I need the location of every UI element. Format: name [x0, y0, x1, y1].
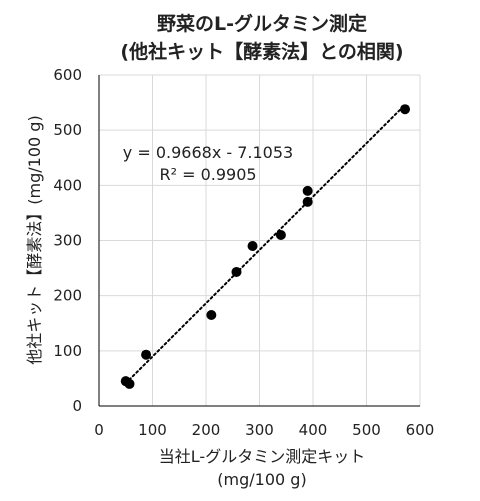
equation-label: y = 0.9668x - 7.1053	[123, 143, 293, 162]
chart-title-line-1: 野菜のL-グルタミン測定	[157, 12, 367, 35]
data-point	[302, 196, 313, 207]
y-tick-label: 300	[53, 232, 82, 250]
trendline-equation: y = 0.9668x - 7.1053 R² = 0.9905	[123, 143, 293, 184]
r-squared-label: R² = 0.9905	[159, 165, 256, 184]
x-tick-label: 100	[138, 421, 167, 439]
data-point	[400, 104, 411, 115]
data-point	[124, 378, 135, 389]
x-tick-label: 300	[245, 421, 274, 439]
x-tick-label: 400	[299, 421, 328, 439]
x-axis-title-line-2: (mg/100 g)	[217, 470, 306, 489]
x-axis-title-line-1: 当社L-グルタミン測定キット	[159, 447, 365, 466]
data-point	[231, 266, 242, 277]
data-point	[302, 185, 313, 196]
data-point	[206, 309, 217, 320]
y-tick-label: 500	[53, 121, 82, 139]
y-tick-label: 600	[53, 66, 82, 84]
x-tick-labels: 0 100 200 300 400 500 600	[94, 421, 434, 439]
trendline	[124, 103, 407, 385]
x-tick-label: 600	[406, 421, 435, 439]
y-tick-label: 0	[72, 397, 82, 415]
data-point	[141, 349, 152, 360]
grid-lines	[99, 74, 421, 406]
data-points	[120, 104, 411, 389]
x-axis-title: 当社L-グルタミン測定キット (mg/100 g)	[159, 447, 365, 489]
data-point	[275, 229, 286, 240]
x-tick-label: 200	[192, 421, 221, 439]
y-tick-label: 100	[53, 342, 82, 360]
y-tick-label: 400	[53, 176, 82, 194]
trendline-line	[124, 103, 407, 385]
x-tick-label: 500	[352, 421, 381, 439]
x-tick-label: 0	[94, 421, 104, 439]
y-tick-label: 200	[53, 287, 82, 305]
chart-title-line-2: (他社キット【酵素法】との相関)	[120, 40, 403, 63]
chart-title: 野菜のL-グルタミン測定 (他社キット【酵素法】との相関)	[120, 12, 403, 63]
y-tick-labels: 0 100 200 300 400 500 600	[53, 66, 82, 415]
y-axis-title: 他社キット【酵素法】(mg/100 g)	[25, 115, 44, 364]
axes	[98, 75, 420, 407]
data-point	[247, 241, 258, 252]
